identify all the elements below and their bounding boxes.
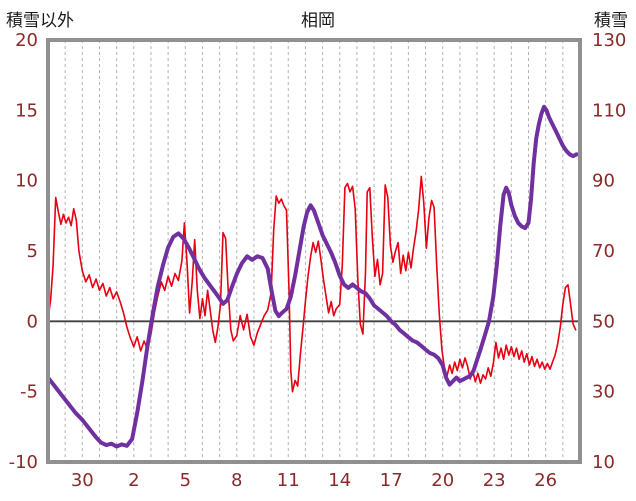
left-axis-tick-label: 20	[15, 30, 38, 51]
left-axis-title: 積雪以外	[6, 11, 74, 31]
left-axis-tick-label: 5	[27, 241, 38, 262]
left-axis-tick-label: -5	[20, 382, 38, 403]
right-axis-tick-label: 10	[592, 452, 615, 473]
x-axis-tick-label: 5	[180, 470, 191, 491]
right-axis-tick-label: 70	[592, 241, 615, 262]
left-axis-tick-label: 0	[27, 311, 38, 332]
right-axis-tick-label: 50	[592, 311, 615, 332]
right-axis-tick-label: 130	[592, 30, 626, 51]
plot-border	[46, 38, 582, 464]
right-axis-tick-label: 110	[592, 100, 626, 121]
x-axis-tick-label: 11	[277, 470, 300, 491]
x-axis-tick-label: 14	[328, 470, 351, 491]
left-axis-tick-label: 10	[15, 171, 38, 192]
x-axis-tick-label: 17	[380, 470, 403, 491]
x-axis-tick-label: 30	[71, 470, 94, 491]
x-axis-tick-label: 26	[534, 470, 557, 491]
x-axis-tick-label: 20	[431, 470, 454, 491]
series-line-snow	[46, 104, 579, 449]
right-axis-tick-label: 90	[592, 171, 615, 192]
x-axis-tick-label: 2	[128, 470, 139, 491]
right-axis-tick-label: 30	[592, 382, 615, 403]
left-axis-tick-label: 15	[15, 100, 38, 121]
x-axis-tick-label: 8	[231, 470, 242, 491]
right-axis-title: 積雪	[594, 11, 628, 31]
x-axis-tick-label: 23	[483, 470, 506, 491]
left-axis-tick-label: -10	[9, 452, 38, 473]
